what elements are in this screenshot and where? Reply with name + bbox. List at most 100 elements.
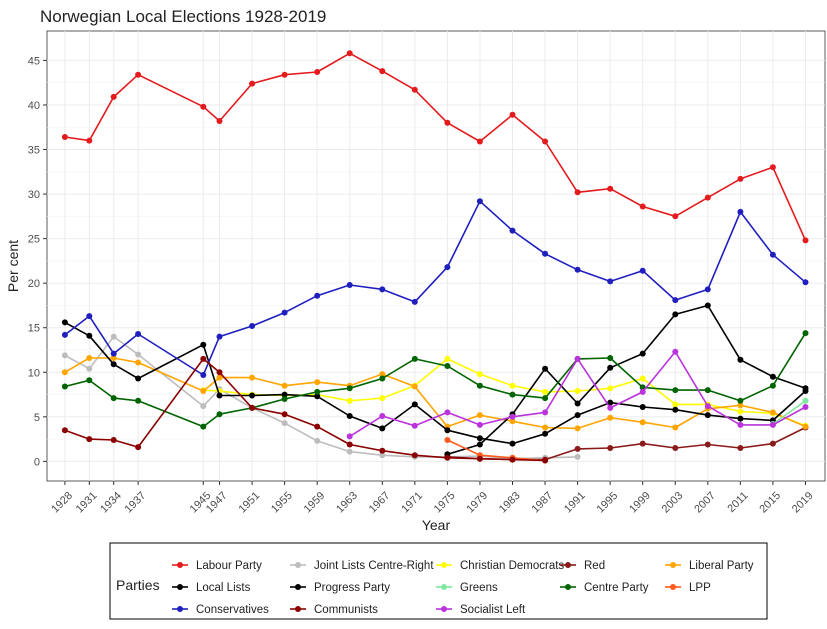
data-point-conservatives bbox=[314, 292, 321, 299]
x-tick-label: 1999 bbox=[627, 490, 653, 516]
data-point-communists bbox=[379, 447, 386, 454]
series-conservatives bbox=[61, 198, 809, 378]
data-point-centre-party bbox=[704, 387, 711, 394]
y-tick-label: 15 bbox=[28, 323, 40, 335]
data-point-communists bbox=[346, 441, 353, 448]
data-point-conservatives bbox=[281, 309, 288, 316]
legend-key-point bbox=[441, 606, 447, 612]
data-point-communists bbox=[249, 404, 256, 411]
data-point-labour-party bbox=[476, 138, 483, 145]
data-point-christian-democrats bbox=[607, 385, 614, 392]
series-line-centre-party bbox=[64, 332, 807, 428]
legend-key-point bbox=[670, 562, 676, 568]
data-point-socialist-left bbox=[802, 404, 809, 410]
x-tick-label: 1967 bbox=[367, 490, 393, 516]
plot-panel bbox=[46, 30, 826, 482]
data-point-centre-party bbox=[802, 330, 809, 337]
legend-item-liberal-party: Liberal Party bbox=[665, 560, 754, 572]
data-point-socialist-left bbox=[379, 413, 386, 419]
data-point-christian-democrats bbox=[672, 401, 679, 408]
legend-key-point bbox=[295, 562, 301, 568]
data-point-centre-party bbox=[444, 363, 451, 369]
legend-item-lpp: LPP bbox=[665, 582, 711, 594]
data-point-local-lists bbox=[704, 412, 711, 419]
x-tick-label: 2003 bbox=[660, 490, 686, 516]
legend-key-point bbox=[177, 562, 183, 568]
data-point-socialist-left bbox=[476, 421, 483, 428]
data-point-socialist-left bbox=[607, 404, 614, 411]
data-point-liberal-party bbox=[61, 369, 68, 376]
data-point-centre-party bbox=[135, 397, 142, 404]
y-axis-title: Per cent bbox=[5, 240, 21, 292]
data-point-conservatives bbox=[379, 286, 386, 293]
series-line-labour-party bbox=[64, 52, 807, 241]
x-axis-title: Year bbox=[422, 517, 451, 533]
data-point-progress-party bbox=[802, 385, 809, 392]
series-line-conservatives bbox=[64, 200, 807, 376]
legend-label: Communists bbox=[314, 604, 378, 616]
data-point-socialist-left bbox=[411, 422, 418, 429]
y-tick-label: 45 bbox=[28, 55, 40, 67]
data-point-local-lists bbox=[379, 425, 386, 432]
legend-key-point bbox=[441, 562, 447, 568]
data-point-liberal-party bbox=[135, 359, 142, 366]
y-axis: 0 5 10 15 20 25 30 35 40 45 bbox=[28, 55, 47, 468]
y-tick-label: 25 bbox=[28, 234, 40, 246]
data-point-communists bbox=[135, 444, 142, 451]
data-point-labour-party bbox=[509, 111, 516, 118]
data-point-communists bbox=[509, 456, 516, 463]
y-tick-label: 10 bbox=[28, 367, 40, 379]
data-point-red bbox=[574, 445, 581, 452]
legend-key-point bbox=[565, 562, 571, 568]
data-point-local-lists bbox=[574, 412, 581, 419]
data-point-christian-democrats bbox=[574, 388, 581, 394]
legend-item-christian-democrats: Christian Democrats bbox=[436, 560, 564, 572]
data-point-centre-party bbox=[737, 397, 744, 404]
data-point-conservatives bbox=[216, 333, 223, 340]
data-point-centre-party bbox=[200, 423, 207, 430]
data-point-liberal-party bbox=[476, 412, 483, 419]
data-point-centre-party bbox=[281, 396, 288, 402]
data-point-joint-lists-centre-right bbox=[200, 403, 207, 410]
data-point-communists bbox=[444, 454, 451, 461]
data-point-joint-lists-centre-right bbox=[314, 437, 321, 444]
data-point-socialist-left bbox=[574, 355, 581, 362]
data-point-labour-party bbox=[737, 175, 744, 182]
data-point-progress-party bbox=[542, 365, 549, 372]
data-point-conservatives bbox=[86, 313, 93, 320]
data-point-conservatives bbox=[704, 286, 711, 293]
data-point-conservatives bbox=[509, 227, 516, 234]
data-point-progress-party bbox=[737, 356, 744, 363]
series-socialist-left bbox=[346, 348, 809, 440]
legend-item-greens: Greens bbox=[436, 582, 498, 594]
data-point-communists bbox=[542, 457, 549, 464]
data-point-local-lists bbox=[86, 332, 93, 339]
data-point-communists bbox=[314, 423, 321, 430]
data-point-local-lists bbox=[476, 435, 483, 442]
data-point-local-lists bbox=[737, 415, 744, 422]
data-point-communists bbox=[200, 355, 207, 362]
data-point-socialist-left bbox=[737, 421, 744, 428]
data-point-conservatives bbox=[135, 331, 142, 337]
data-point-centre-party bbox=[607, 355, 614, 361]
legend-item-labour-party: Labour Party bbox=[172, 560, 262, 572]
data-point-socialist-left bbox=[509, 413, 516, 420]
data-point-labour-party bbox=[574, 189, 581, 196]
series-layer bbox=[61, 50, 809, 464]
data-point-labour-party bbox=[704, 194, 711, 201]
legend-item-socialist-left: Socialist Left bbox=[436, 604, 526, 616]
data-point-liberal-party bbox=[672, 424, 679, 431]
legend-key-point bbox=[670, 584, 676, 590]
series-line-liberal-party bbox=[64, 357, 806, 430]
data-point-communists bbox=[476, 455, 483, 462]
data-point-greens bbox=[802, 397, 809, 404]
series-progress-party bbox=[444, 302, 809, 458]
data-point-progress-party bbox=[639, 350, 646, 357]
data-point-socialist-left bbox=[704, 403, 711, 410]
data-point-local-lists bbox=[314, 393, 321, 400]
data-point-conservatives bbox=[542, 250, 549, 257]
x-tick-label: 1928 bbox=[49, 490, 75, 516]
legend-key-point bbox=[177, 606, 183, 612]
x-tick-label: 1971 bbox=[399, 490, 425, 516]
